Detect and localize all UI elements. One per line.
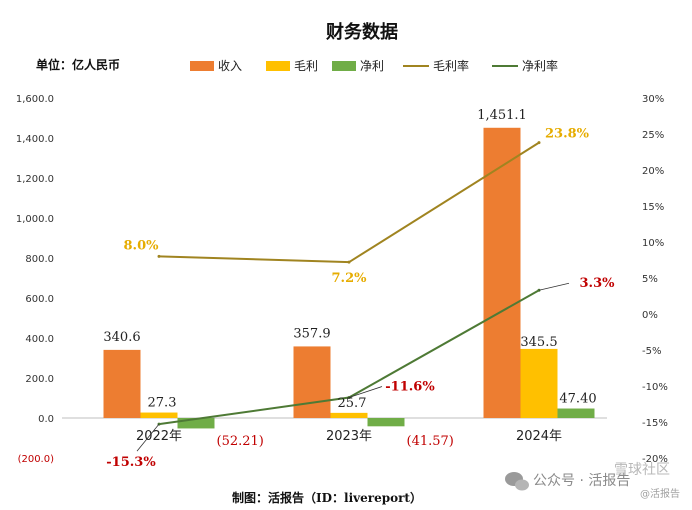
data-label-毛利: 345.5 [520,335,557,350]
y-right-tick: 30% [642,94,664,105]
bar-净利-2024年 [557,408,595,418]
bar-收入-2023年 [293,346,331,418]
bars [103,127,595,429]
y-left-tick: 1,200.0 [16,174,54,185]
y-right-tick: 15% [642,202,664,213]
data-label-net-margin: -15.3% [106,455,156,470]
data-label-净利: (52.21) [217,434,264,449]
legend-swatch-毛利 [266,61,290,71]
data-label-gross-margin: 7.2% [332,271,368,286]
legend-swatch-净利 [332,61,356,71]
data-label-gross-margin: 23.8% [545,127,590,142]
data-label-净利: 47.40 [559,392,596,407]
data-label-收入: 340.6 [103,330,140,345]
legend-label-净利: 净利 [360,59,384,73]
bar-毛利-2022年 [140,412,178,418]
y-axis-right: -20% -15% -10% -5% 0% 5% 10% 15% 20% 25% 30% [642,94,668,465]
data-label-net-margin: -11.6% [385,380,435,395]
leader-line [348,386,383,398]
chart-title: 财务数据 [326,21,398,43]
data-label-毛利: 27.3 [148,396,177,411]
bar-收入-2024年 [483,127,521,418]
point-毛利率-2024年 [537,141,541,145]
y-left-tick: 1,400.0 [16,134,54,145]
y-left-tick: 400.0 [25,334,54,345]
legend-label-净利率: 净利率 [522,58,558,73]
watermark-small: @活报告 [640,487,680,500]
category-label: 2024年 [516,429,562,444]
y-right-tick: -5% [642,346,661,357]
watermark: 公众号 · 活报告 雪球社区 @活报告 [505,462,680,500]
bar-收入-2022年 [103,349,141,418]
bar-净利-2023年 [367,418,405,427]
bar-毛利-2024年 [520,348,558,418]
legend-label-毛利率: 毛利率 [433,58,469,73]
y-right-tick: -20% [642,454,668,465]
leader-line [136,423,160,452]
y-right-tick: 20% [642,166,664,177]
data-label-收入: 1,451.1 [477,108,527,123]
line-毛利率 [158,141,540,264]
legend: 收入 毛利 净利 毛利率 净利率 [190,58,558,73]
category-label: 2023年 [326,429,372,444]
data-label-收入: 357.9 [293,326,330,341]
y-right-tick: 25% [642,130,664,141]
point-毛利率-2023年 [347,260,351,264]
data-label-gross-margin: 8.0% [124,238,160,253]
unit-label: 单位：亿人民币 [36,57,120,72]
data-labels: 340.6 357.9 1,451.1 27.3 25.7 345.5 (52.21) (41… [103,108,615,470]
y-left-tick: (200.0) [18,454,55,465]
y-right-tick: 10% [642,238,664,249]
legend-label-收入: 收入 [218,59,242,73]
data-label-净利: (41.57) [407,434,454,449]
point-毛利率-2022年 [157,254,161,258]
category-labels: 2022年 2023年 2024年 [136,429,562,444]
y-left-tick: 600.0 [25,294,54,305]
bar-净利-2022年 [177,418,215,429]
y-right-tick: -15% [642,418,668,429]
leader-line [538,282,570,291]
y-left-tick: 1,600.0 [16,94,54,105]
watermark-left: 公众号 · 活报告 [533,473,630,489]
y-axis-left: (200.0) 0.0 200.0 400.0 600.0 800.0 1,000.0 1,2… [16,94,54,465]
watermark-right: 雪球社区 [614,462,670,478]
y-right-tick: 5% [642,274,658,285]
y-left-tick: 200.0 [25,374,54,385]
data-label-net-margin: 3.3% [580,276,616,291]
bar-毛利-2023年 [330,412,368,418]
category-label: 2022年 [136,429,182,444]
data-label-毛利: 25.7 [338,396,367,411]
legend-swatch-收入 [190,61,214,71]
y-left-tick: 0.0 [38,414,54,425]
y-left-tick: 800.0 [25,254,54,265]
wechat-icon [505,472,529,491]
y-right-tick: 0% [642,310,658,321]
y-right-tick: -10% [642,382,668,393]
y-left-tick: 1,000.0 [16,214,54,225]
footer-credit: 制图：活报告（ID：livereport） [232,490,422,505]
legend-label-毛利: 毛利 [294,59,318,73]
